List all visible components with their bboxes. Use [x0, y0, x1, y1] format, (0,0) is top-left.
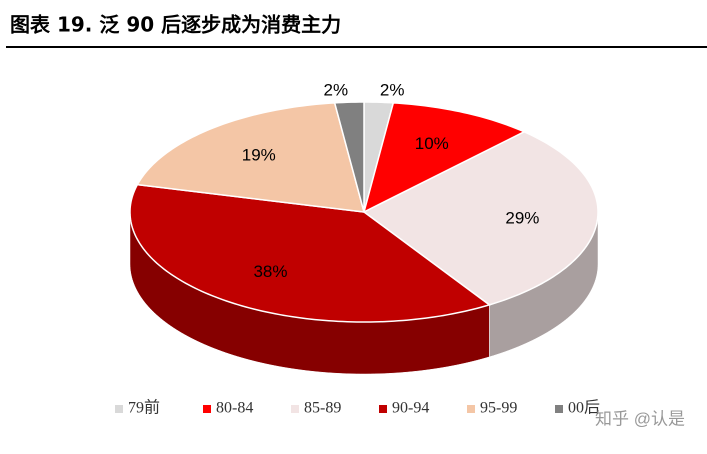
- legend-label: 85-89: [304, 400, 341, 417]
- legend-swatch: [467, 405, 475, 413]
- legend: 79前 80-84 85-89 90-94 95-99 00后: [115, 399, 600, 417]
- pie-tops: [129, 101, 599, 323]
- slice: [362, 102, 526, 214]
- slice: [362, 130, 599, 306]
- legend-swatch: [291, 405, 299, 413]
- data-label: 19%: [242, 145, 276, 164]
- slice: [136, 102, 366, 213]
- pie-labels: 2% 10% 29% 38% 19% 2%: [242, 81, 540, 281]
- legend-label: 00后: [568, 399, 600, 417]
- legend-swatch: [203, 405, 211, 413]
- legend-swatch: [379, 405, 387, 413]
- legend-label: 95-99: [480, 400, 517, 417]
- legend-swatch: [555, 405, 563, 413]
- data-label: 2%: [324, 81, 349, 100]
- data-label: 38%: [253, 262, 287, 281]
- chart-title: 图表 19. 泛 90 后逐步成为消费主力: [10, 13, 341, 37]
- legend-swatch: [115, 405, 123, 413]
- data-label: 2%: [380, 81, 405, 100]
- data-label: 10%: [415, 134, 449, 153]
- legend-label: 90-94: [392, 400, 429, 417]
- slice: [129, 183, 492, 323]
- slice: [333, 101, 365, 213]
- watermark: 知乎 @认是: [595, 409, 685, 428]
- legend-label: 80-84: [216, 400, 253, 417]
- legend-label: 79前: [128, 399, 160, 417]
- data-label: 29%: [505, 209, 539, 228]
